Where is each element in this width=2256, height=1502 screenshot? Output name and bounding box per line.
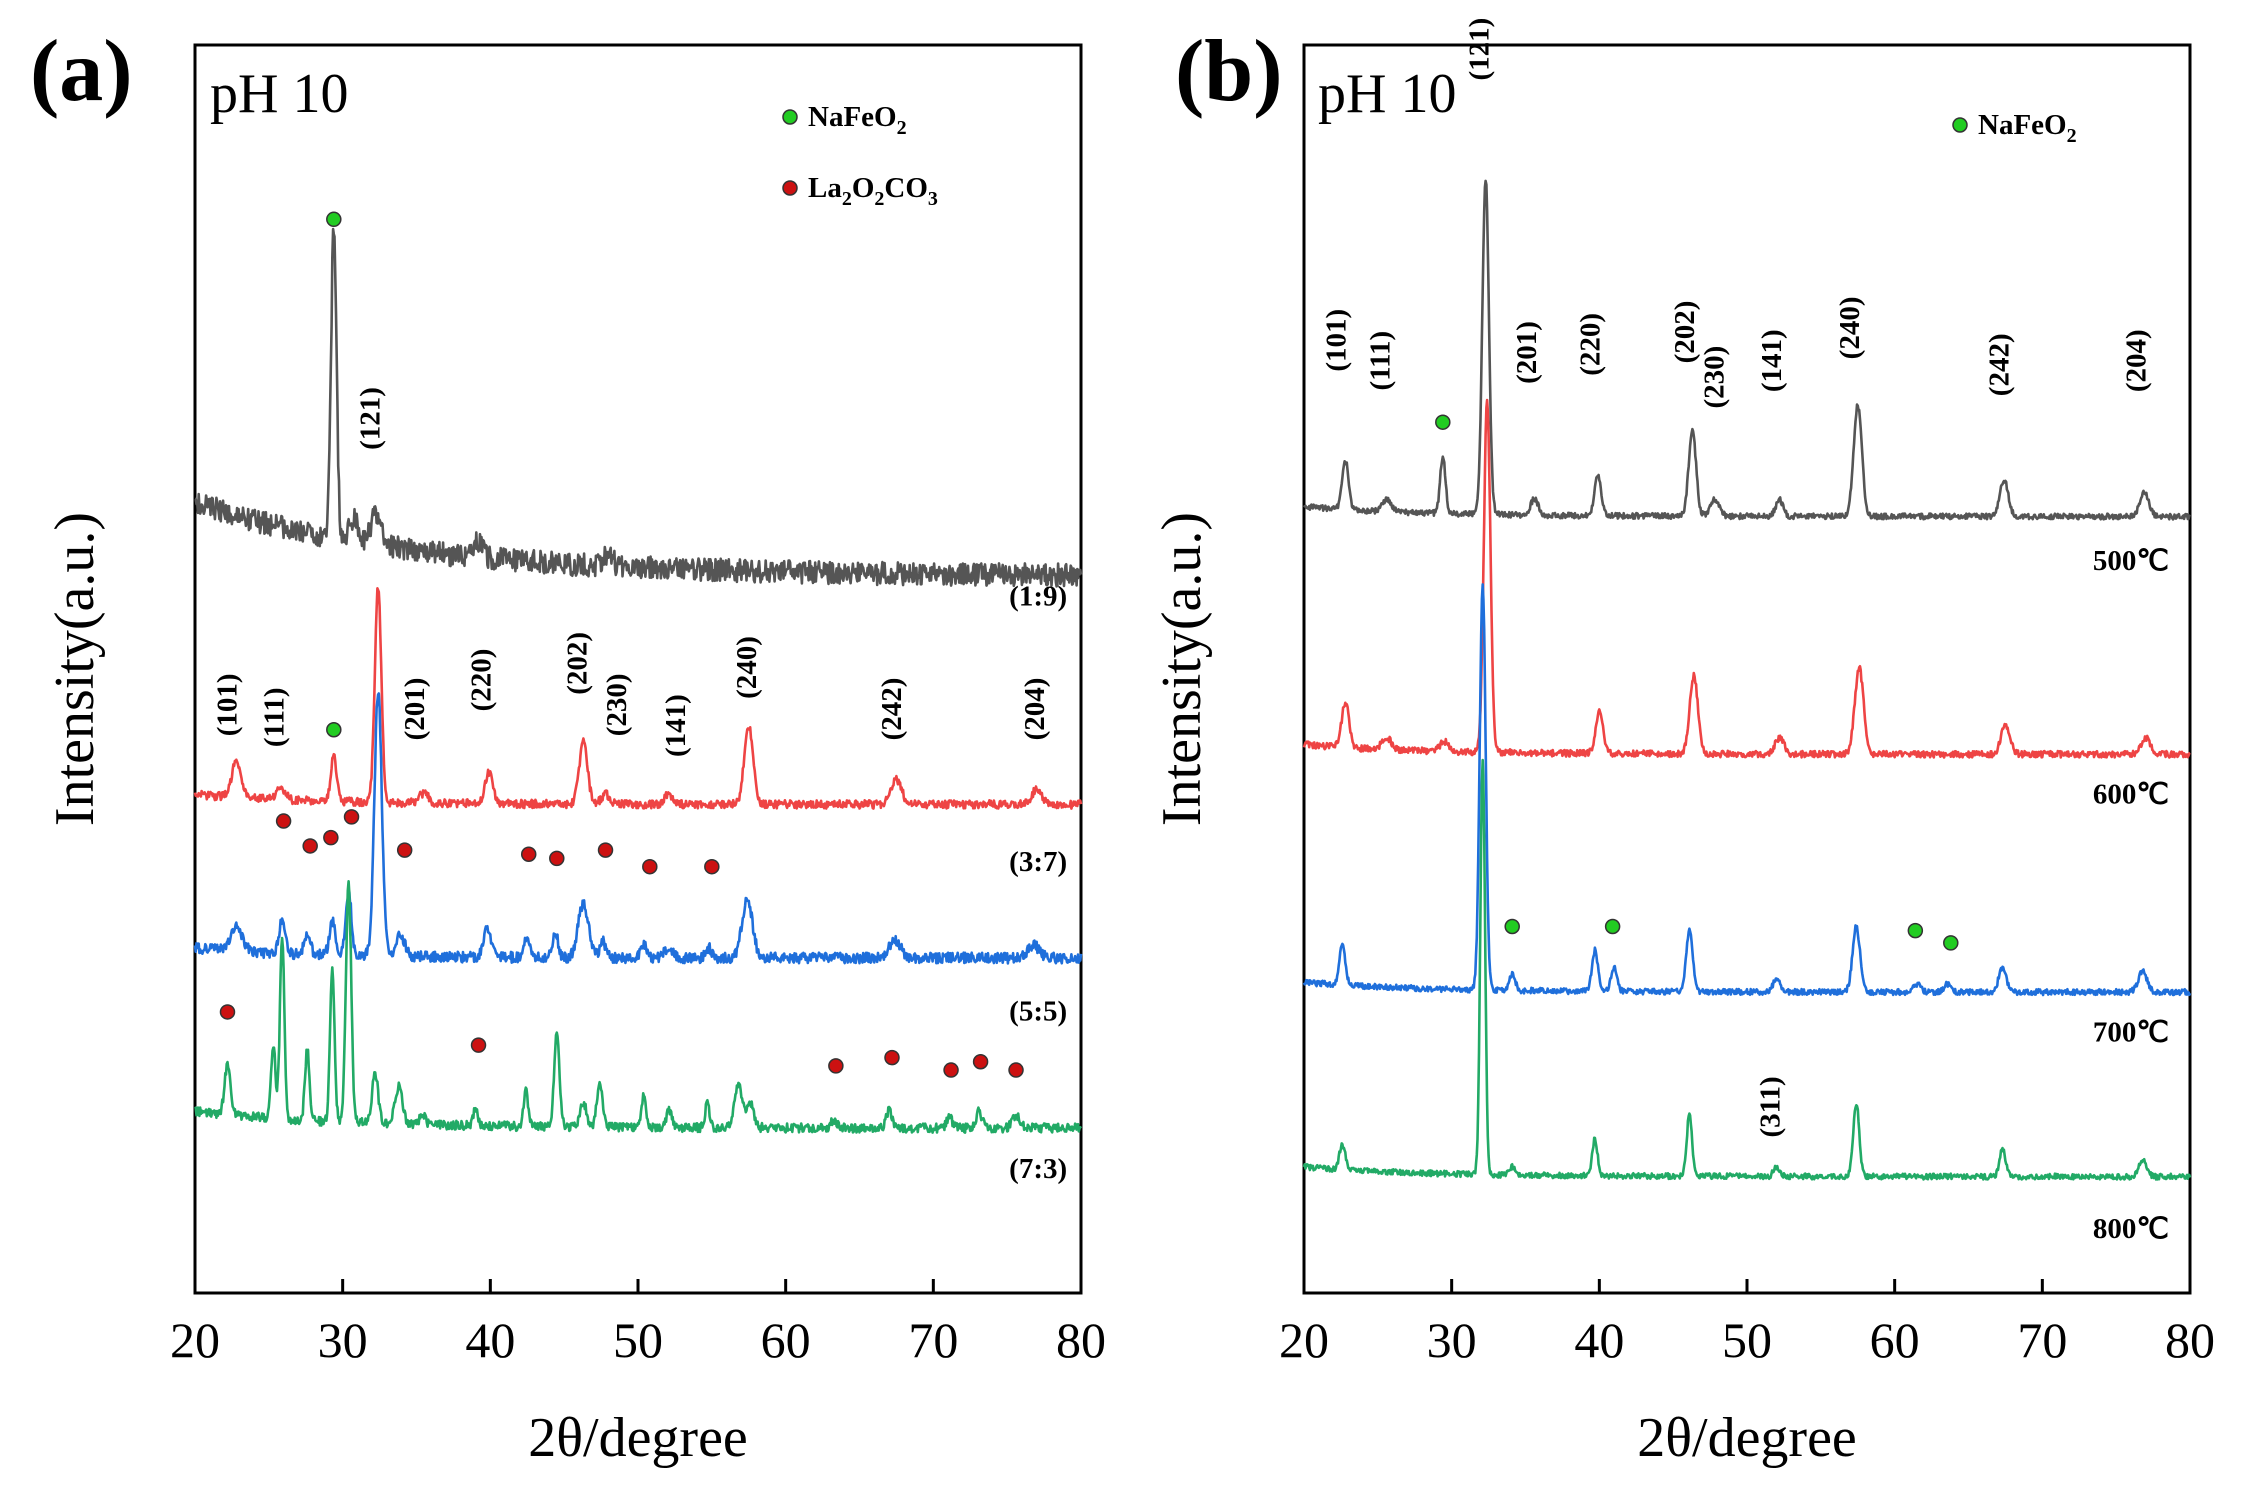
phase-marker [219,1004,236,1020]
hkl-label: (230) [601,673,633,736]
hkl-label: (204) [2121,329,2153,392]
x-tick-label: 50 [1722,1312,1772,1368]
panel-a-y-axis-title: Intensity(a.u.) [44,512,106,826]
hkl-label: (220) [465,649,497,712]
hkl-label: (141) [660,694,692,757]
series-label: (7:3) [1009,1153,1067,1185]
series-label: 600℃ [2093,779,2169,811]
hkl-label: (240) [731,636,763,699]
x-tick-label: 20 [170,1312,220,1368]
panel-a-legend: NaFeO2 La2O2CO3 [782,101,938,210]
series-label: (3:7) [1009,846,1067,878]
panel-a-letter: (a) [30,23,133,120]
panel-b: (b) pH 10 NaFeO2 Intensity(a.u.) 2θ/degr… [1151,18,2215,1469]
x-tick-label: 60 [1870,1312,1920,1368]
hkl-label: (101) [211,673,243,736]
legend-nafeo2-marker-a [782,109,798,125]
phase-marker [396,842,413,858]
phase-marker [943,1062,959,1078]
phase-marker [828,1058,844,1074]
legend-la2o2co3-label: La2O2CO3 [808,172,938,210]
series-line [194,227,1083,588]
series-line [193,692,1083,965]
x-tick-label: 80 [1056,1312,1106,1368]
hkl-label: (111) [1365,331,1397,391]
panel-b-x-axis-title: 2θ/degree [1637,1407,1857,1469]
phase-marker [1943,935,1959,951]
legend-nafeo2-marker-b [1952,117,1968,133]
legend-nafeo2-label-a: NaFeO2 [808,101,907,139]
panel-a-x-axis-title: 2θ/degree [528,1407,748,1469]
phase-marker [520,846,537,862]
phase-marker [972,1054,989,1070]
x-tick-label: 30 [1427,1312,1477,1368]
hkl-label: (242) [876,678,908,741]
x-tick-label: 30 [318,1312,368,1368]
series-label: 700℃ [2093,1016,2169,1048]
series-line [1302,179,2191,521]
series-line [193,586,1083,810]
panel-b-y-axis-title: Intensity(a.u.) [1151,512,1213,826]
series-line [1302,398,2191,759]
series-label: 800℃ [2093,1213,2169,1245]
series-line [1302,583,2192,997]
series-label: (1:9) [1009,580,1067,612]
phase-marker [326,211,342,228]
legend-la2o2co3-marker [782,180,798,196]
phase-marker [704,858,720,875]
hkl-label: (242) [1983,333,2015,396]
phase-marker [1504,918,1520,935]
phase-marker [323,829,339,846]
x-tick-label: 70 [908,1312,958,1368]
hkl-label: (121) [1464,18,1496,81]
panel-b-frame [1302,43,2192,1295]
hkl-label: (204) [1019,678,1051,741]
x-tick-label: 40 [1574,1312,1624,1368]
phase-marker [1604,918,1621,935]
phase-marker [597,842,614,858]
x-tick-label: 60 [761,1312,811,1368]
x-tick-label: 70 [2017,1312,2067,1368]
x-tick-label: 40 [465,1312,515,1368]
phase-marker [275,813,292,829]
panel-b-letter: (b) [1175,23,1283,120]
series-line [1302,758,2192,1181]
phase-marker [302,838,318,854]
hkl-label: (111) [259,687,291,747]
panel-b-legend: NaFeO2 [1952,109,2077,147]
hkl-label: (311) [1754,1076,1786,1137]
phase-marker [549,850,565,867]
phase-marker [1907,922,1924,939]
phase-marker [343,809,360,825]
phase-marker [1008,1062,1024,1078]
hkl-label: (202) [1669,301,1701,364]
x-tick-label: 20 [1279,1312,1329,1368]
x-tick-label: 50 [613,1312,663,1368]
series-line [193,879,1083,1134]
hkl-label: (201) [399,678,431,741]
phase-marker [326,722,342,738]
phase-marker [470,1037,487,1053]
hkl-label: (230) [1698,346,1730,409]
phase-marker [884,1049,900,1066]
hkl-label: (220) [1574,313,1606,376]
phase-marker [642,858,658,875]
series-label: (5:5) [1009,995,1067,1027]
hkl-label: (202) [561,632,593,695]
panel-b-ph-label: pH 10 [1318,63,1456,125]
phase-marker [1435,414,1451,430]
series-label: 500℃ [2093,545,2169,577]
panel-a-ph-label: pH 10 [210,63,348,125]
x-tick-label: 80 [2165,1312,2215,1368]
panel-a: (a) pH 10 NaFeO2 La2O2CO3 Intensity(a.u.… [30,23,1106,1469]
legend-nafeo2-label-b: NaFeO2 [1978,109,2077,147]
hkl-label: (201) [1511,321,1543,384]
hkl-label: (240) [1834,296,1866,359]
hkl-label: (141) [1756,329,1788,392]
hkl-label: (121) [355,387,387,450]
hkl-label: (101) [1320,309,1352,372]
